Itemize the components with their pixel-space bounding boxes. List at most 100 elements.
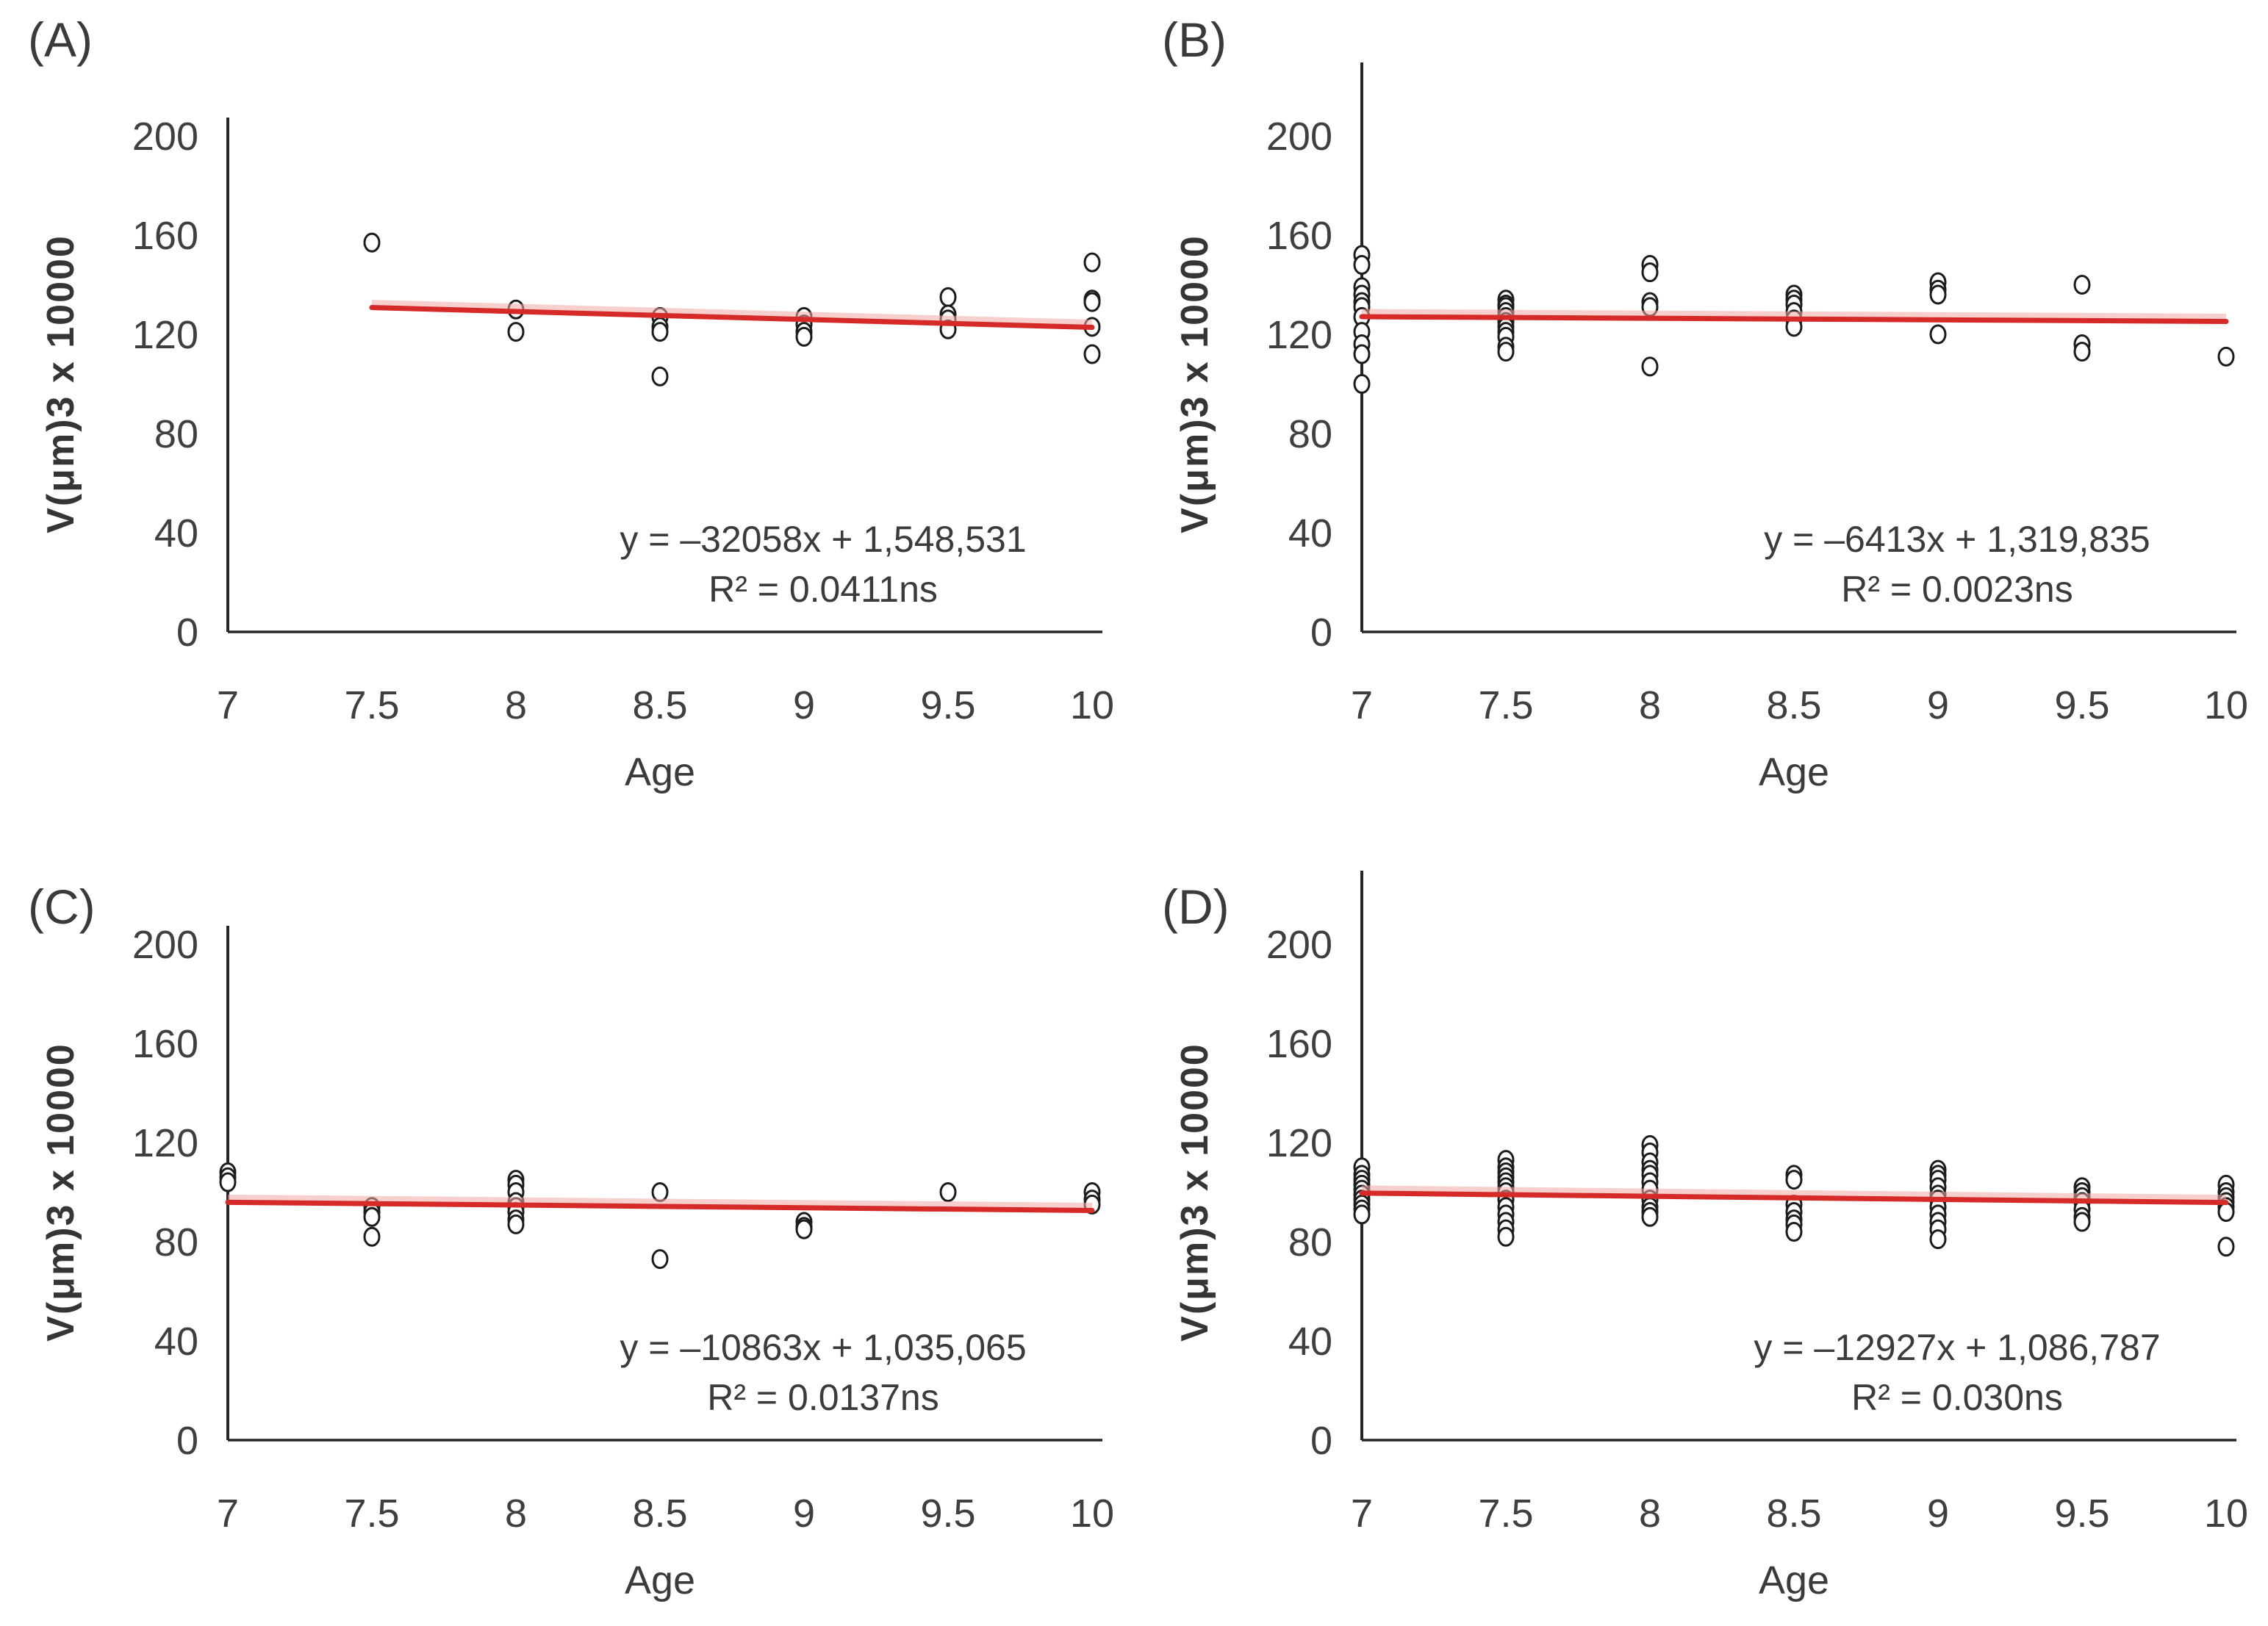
- y-tick-label: 40: [1288, 511, 1332, 555]
- data-point: [939, 1182, 957, 1202]
- y-tick-label: 40: [154, 1320, 198, 1364]
- panel-b: (B) V(μm)3 x 10000 0 40 80 120 160 200 7 7.5 8 8.…: [1134, 0, 2268, 818]
- data-point: [651, 322, 669, 342]
- y-tick-label: 40: [1288, 1320, 1332, 1364]
- x-tick-label: 8: [505, 1492, 527, 1536]
- y-tick-label: 160: [1266, 214, 1332, 258]
- panel-label: (A): [28, 12, 93, 67]
- panel-c: (C) V(μm)3 x 10000 0 40 80 120 160 200 7 7.5 8 8.…: [0, 808, 1134, 1626]
- trendline: [225, 1199, 1095, 1213]
- data-point: [219, 1172, 237, 1192]
- x-tick-label: 10: [1070, 1492, 1114, 1536]
- data-point: [795, 326, 813, 347]
- x-tick-label: 9: [1927, 683, 1949, 727]
- x-axis-title: Age: [624, 750, 696, 794]
- data-point: [1641, 262, 1659, 283]
- data-point: [363, 1206, 381, 1227]
- regression-equation: y = –10863x + 1,035,065: [620, 1327, 1027, 1368]
- data-point: [1929, 284, 1947, 305]
- x-tick-label: 10: [2204, 683, 2248, 727]
- trendline: [1359, 314, 2229, 324]
- r-squared-value: R² = 0.0137ns: [707, 1377, 939, 1418]
- data-point: [1497, 1226, 1515, 1247]
- y-tick-label: 160: [1266, 1022, 1332, 1066]
- trendline: [369, 305, 1095, 331]
- data-point: [1497, 342, 1515, 362]
- data-point: [1083, 344, 1101, 364]
- x-tick-label: 7.5: [344, 1492, 399, 1536]
- regression-annotation: y = –6413x + 1,319,835 R² = 0.0023ns: [1663, 514, 2251, 614]
- x-tick-label: 7: [1351, 1492, 1373, 1536]
- x-axis-title: Age: [1758, 1558, 1830, 1602]
- y-tick-label: 120: [132, 313, 198, 357]
- trendline-halo: [227, 1194, 1093, 1212]
- data-point: [1353, 344, 1371, 364]
- panel-label: (D): [1162, 879, 1230, 934]
- data-point: [939, 287, 957, 307]
- data-point: [507, 1214, 525, 1234]
- x-tick-label: 10: [1070, 683, 1114, 727]
- data-point: [1353, 255, 1371, 275]
- y-tick-label: 200: [1266, 115, 1332, 159]
- x-tick-label: 7.5: [1478, 683, 1533, 727]
- y-tick-label: 80: [154, 412, 198, 456]
- data-point: [1641, 356, 1659, 377]
- x-tick-label: 7: [217, 683, 239, 727]
- x-tick-label: 8: [1639, 683, 1661, 727]
- scatter-plot: 0 40 80 120 160 200 7 7.5 8 8.5 9 9.5 10: [1266, 871, 2248, 1536]
- y-tick-label: 0: [1310, 1419, 1332, 1463]
- scatter-plot: 0 40 80 120 160 200 7 7.5 8 8.5 9 9.5 10: [132, 923, 1114, 1536]
- r-squared-value: R² = 0.030ns: [1851, 1377, 2063, 1418]
- y-tick-label: 0: [1310, 611, 1332, 655]
- panel-label: (C): [28, 879, 96, 934]
- x-tick-label: 8.5: [632, 1492, 687, 1536]
- regression-equation: y = –32058x + 1,548,531: [620, 519, 1027, 560]
- data-point: [1353, 1204, 1371, 1225]
- data-point: [795, 1219, 813, 1240]
- regression-annotation: y = –32058x + 1,548,531 R² = 0.0411ns: [529, 514, 1117, 614]
- x-axis-title: Age: [1758, 750, 1830, 794]
- y-tick-label: 40: [154, 511, 198, 555]
- x-tick-label: 8.5: [632, 683, 687, 727]
- x-tick-label: 9: [1927, 1492, 1949, 1536]
- data-point: [1785, 1222, 1803, 1242]
- data-point: [2217, 346, 2235, 367]
- regression-annotation: y = –12927x + 1,086,787 R² = 0.030ns: [1663, 1323, 2251, 1422]
- x-tick-label: 7: [1351, 683, 1373, 727]
- x-tick-label: 8: [1639, 1492, 1661, 1536]
- y-tick-label: 200: [132, 115, 198, 159]
- x-tick-label: 7.5: [344, 683, 399, 727]
- data-point: [2073, 275, 2091, 295]
- data-point: [651, 1182, 669, 1202]
- x-axis-title: Age: [624, 1558, 696, 1602]
- trendline-halo: [1361, 1185, 2227, 1205]
- y-tick-label: 200: [132, 923, 198, 967]
- regression-equation: y = –6413x + 1,319,835: [1764, 519, 2150, 560]
- x-tick-label: 9: [793, 1492, 815, 1536]
- y-tick-label: 0: [176, 1419, 198, 1463]
- x-tick-label: 8.5: [1766, 683, 1821, 727]
- x-tick-label: 8.5: [1766, 1492, 1821, 1536]
- data-point: [2217, 1237, 2235, 1257]
- trendline-halo: [371, 300, 1093, 330]
- regression-annotation: y = –10863x + 1,035,065 R² = 0.0137ns: [529, 1323, 1117, 1422]
- trendline-halo: [1361, 309, 2227, 323]
- panel-d: (D) V(μm)3 x 10000 0 40 80 120 160 200 7 7.5 8 8.…: [1134, 808, 2268, 1626]
- y-tick-label: 160: [132, 1022, 198, 1066]
- x-tick-label: 9.5: [920, 1492, 975, 1536]
- data-point: [1641, 1206, 1659, 1227]
- scatter-plot: 0 40 80 120 160 200 7 7.5 8 8.5 9 9.5 10: [132, 115, 1114, 727]
- data-point: [1083, 252, 1101, 273]
- y-tick-label: 120: [132, 1121, 198, 1165]
- data-point: [2073, 1212, 2091, 1232]
- r-squared-value: R² = 0.0411ns: [708, 569, 938, 610]
- data-point: [2217, 1202, 2235, 1222]
- scatter-plot: 0 40 80 120 160 200 7 7.5 8 8.5 9 9.5 10: [1266, 62, 2248, 727]
- y-tick-label: 0: [176, 611, 198, 655]
- data-point: [1929, 324, 1947, 345]
- x-tick-label: 9.5: [2054, 683, 2109, 727]
- x-tick-label: 9.5: [920, 683, 975, 727]
- trendline: [1359, 1190, 2229, 1206]
- data-point: [1353, 374, 1371, 394]
